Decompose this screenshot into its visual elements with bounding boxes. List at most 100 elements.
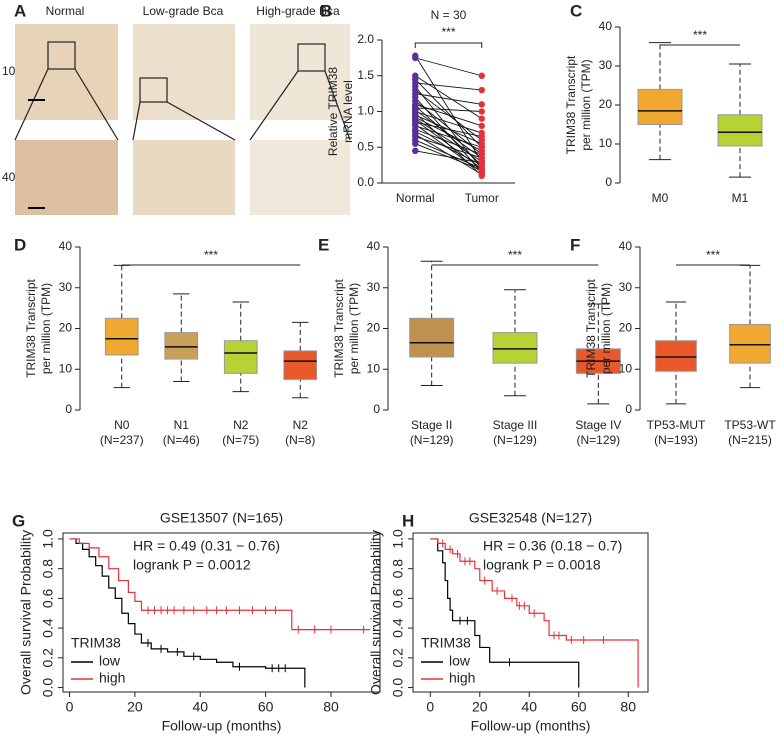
legend-label: high: [449, 670, 475, 686]
pair-line: [414, 105, 483, 166]
y-tick-label: 0: [65, 402, 72, 416]
x-tick-label: 60: [571, 699, 587, 715]
panel-label: A: [14, 1, 26, 20]
x-tick-label: M0: [652, 191, 669, 205]
x-tick-label: Stage IV: [575, 418, 621, 432]
y-tick-label: 10: [619, 361, 633, 375]
column-label: Low-grade Bca: [143, 4, 224, 18]
y-tick-label: 30: [619, 280, 633, 294]
point: [478, 166, 485, 174]
y-axis-label: TRIM38 Transcript: [584, 278, 598, 377]
plot-frame: [62, 532, 381, 693]
pair-line: [415, 93, 482, 105]
panel-label: C: [570, 1, 582, 20]
point: [478, 86, 485, 94]
n-label: (N=46): [163, 433, 200, 447]
panel-label: E: [318, 235, 329, 254]
significance: ***: [706, 248, 720, 262]
panel-label: H: [402, 511, 414, 530]
y-tick-label: 0.4: [390, 618, 406, 638]
y-tick-label: 1.0: [390, 529, 406, 549]
image-10x: [250, 24, 350, 120]
legend-label: low: [449, 653, 471, 669]
y-tick-label: 0.8: [40, 559, 56, 579]
panel-label: D: [14, 235, 26, 254]
point: [478, 122, 485, 129]
y-tick-label: 0.2: [390, 648, 406, 668]
box: [283, 350, 318, 380]
y-tick-label: 10: [367, 361, 381, 375]
y-axis-label: TRIM38 Transcript: [24, 278, 38, 377]
zoom-box: [139, 77, 168, 103]
pair-line: [415, 116, 482, 152]
point: [478, 144, 485, 151]
pair-line: [415, 128, 482, 155]
n-label: (N=8): [285, 433, 315, 447]
point: [478, 154, 485, 162]
x-tick-label: 20: [127, 699, 143, 715]
x-tick-label: 80: [323, 699, 339, 715]
y-tick-label: 0.6: [390, 588, 406, 608]
x-tick-label: M1: [732, 191, 749, 205]
y-tick-label: 0.0: [390, 678, 406, 698]
pair-line: [415, 103, 482, 127]
image-10x: [133, 24, 235, 120]
x-tick-label: 0: [426, 699, 434, 715]
y-axis-label: Overall survival Probability: [18, 530, 34, 695]
y-tick-label: 20: [367, 321, 381, 335]
pair-line: [415, 131, 482, 166]
n-label: (N=129): [410, 433, 454, 447]
point: [478, 72, 485, 79]
box: [729, 323, 771, 364]
x-tick-label: 40: [192, 699, 208, 715]
point: [478, 159, 485, 167]
significance-bracket: [414, 42, 483, 48]
box: [223, 340, 258, 374]
x-tick-label: 60: [258, 699, 274, 715]
y-tick-label: 20: [619, 321, 633, 335]
y-axis-label: per million (TPM): [39, 283, 53, 374]
y-tick-label: 20: [59, 321, 73, 335]
box: [164, 332, 199, 360]
y-axis-label: TRIM38 Transcript: [564, 55, 578, 154]
pair-line: [415, 75, 482, 120]
chart-title: GSE32548 (N=127): [469, 510, 592, 526]
x-tick-label: N2: [293, 418, 309, 432]
chart-title: GSE13507 (N=165): [160, 510, 283, 526]
x-tick-label: Tumor: [465, 191, 499, 205]
y-tick-label: 40: [59, 239, 73, 253]
point: [478, 133, 485, 140]
panel-label: F: [570, 235, 580, 254]
y-tick-label: 0: [625, 402, 632, 416]
significance: ***: [441, 25, 455, 39]
image-40x: [15, 140, 118, 215]
y-tick-label: 0.8: [390, 559, 406, 579]
n-label: (N=129): [576, 433, 620, 447]
significance: ***: [204, 248, 218, 262]
pair-line: [415, 107, 482, 112]
n-label: (N=215): [728, 433, 772, 447]
x-axis-label: Follow-up (months): [162, 718, 282, 734]
point: [478, 115, 485, 122]
y-axis-label: per million (TPM): [599, 283, 613, 374]
y-tick-label: 10: [599, 136, 613, 150]
y-tick-label: 40: [599, 19, 613, 33]
box: [655, 340, 697, 372]
pair-line: [415, 150, 482, 164]
pair-line: [415, 139, 482, 170]
plot-frame: [412, 532, 649, 693]
zoom-box: [47, 41, 76, 70]
n-label: (N=129): [493, 433, 537, 447]
annotation: logrank P = 0.0018: [483, 557, 601, 573]
y-tick-label: 0.0: [40, 678, 56, 698]
y-tick-label: 30: [599, 58, 613, 72]
survival-curve: [430, 538, 580, 688]
n-label: (N=75): [222, 433, 259, 447]
legend-title: TRIM38: [421, 635, 471, 651]
y-tick-label: 40: [619, 239, 633, 253]
point: [478, 108, 485, 115]
legend-label: high: [99, 670, 125, 686]
y-axis-label: mRNA level: [341, 80, 355, 143]
y-tick-label: 30: [367, 280, 381, 294]
